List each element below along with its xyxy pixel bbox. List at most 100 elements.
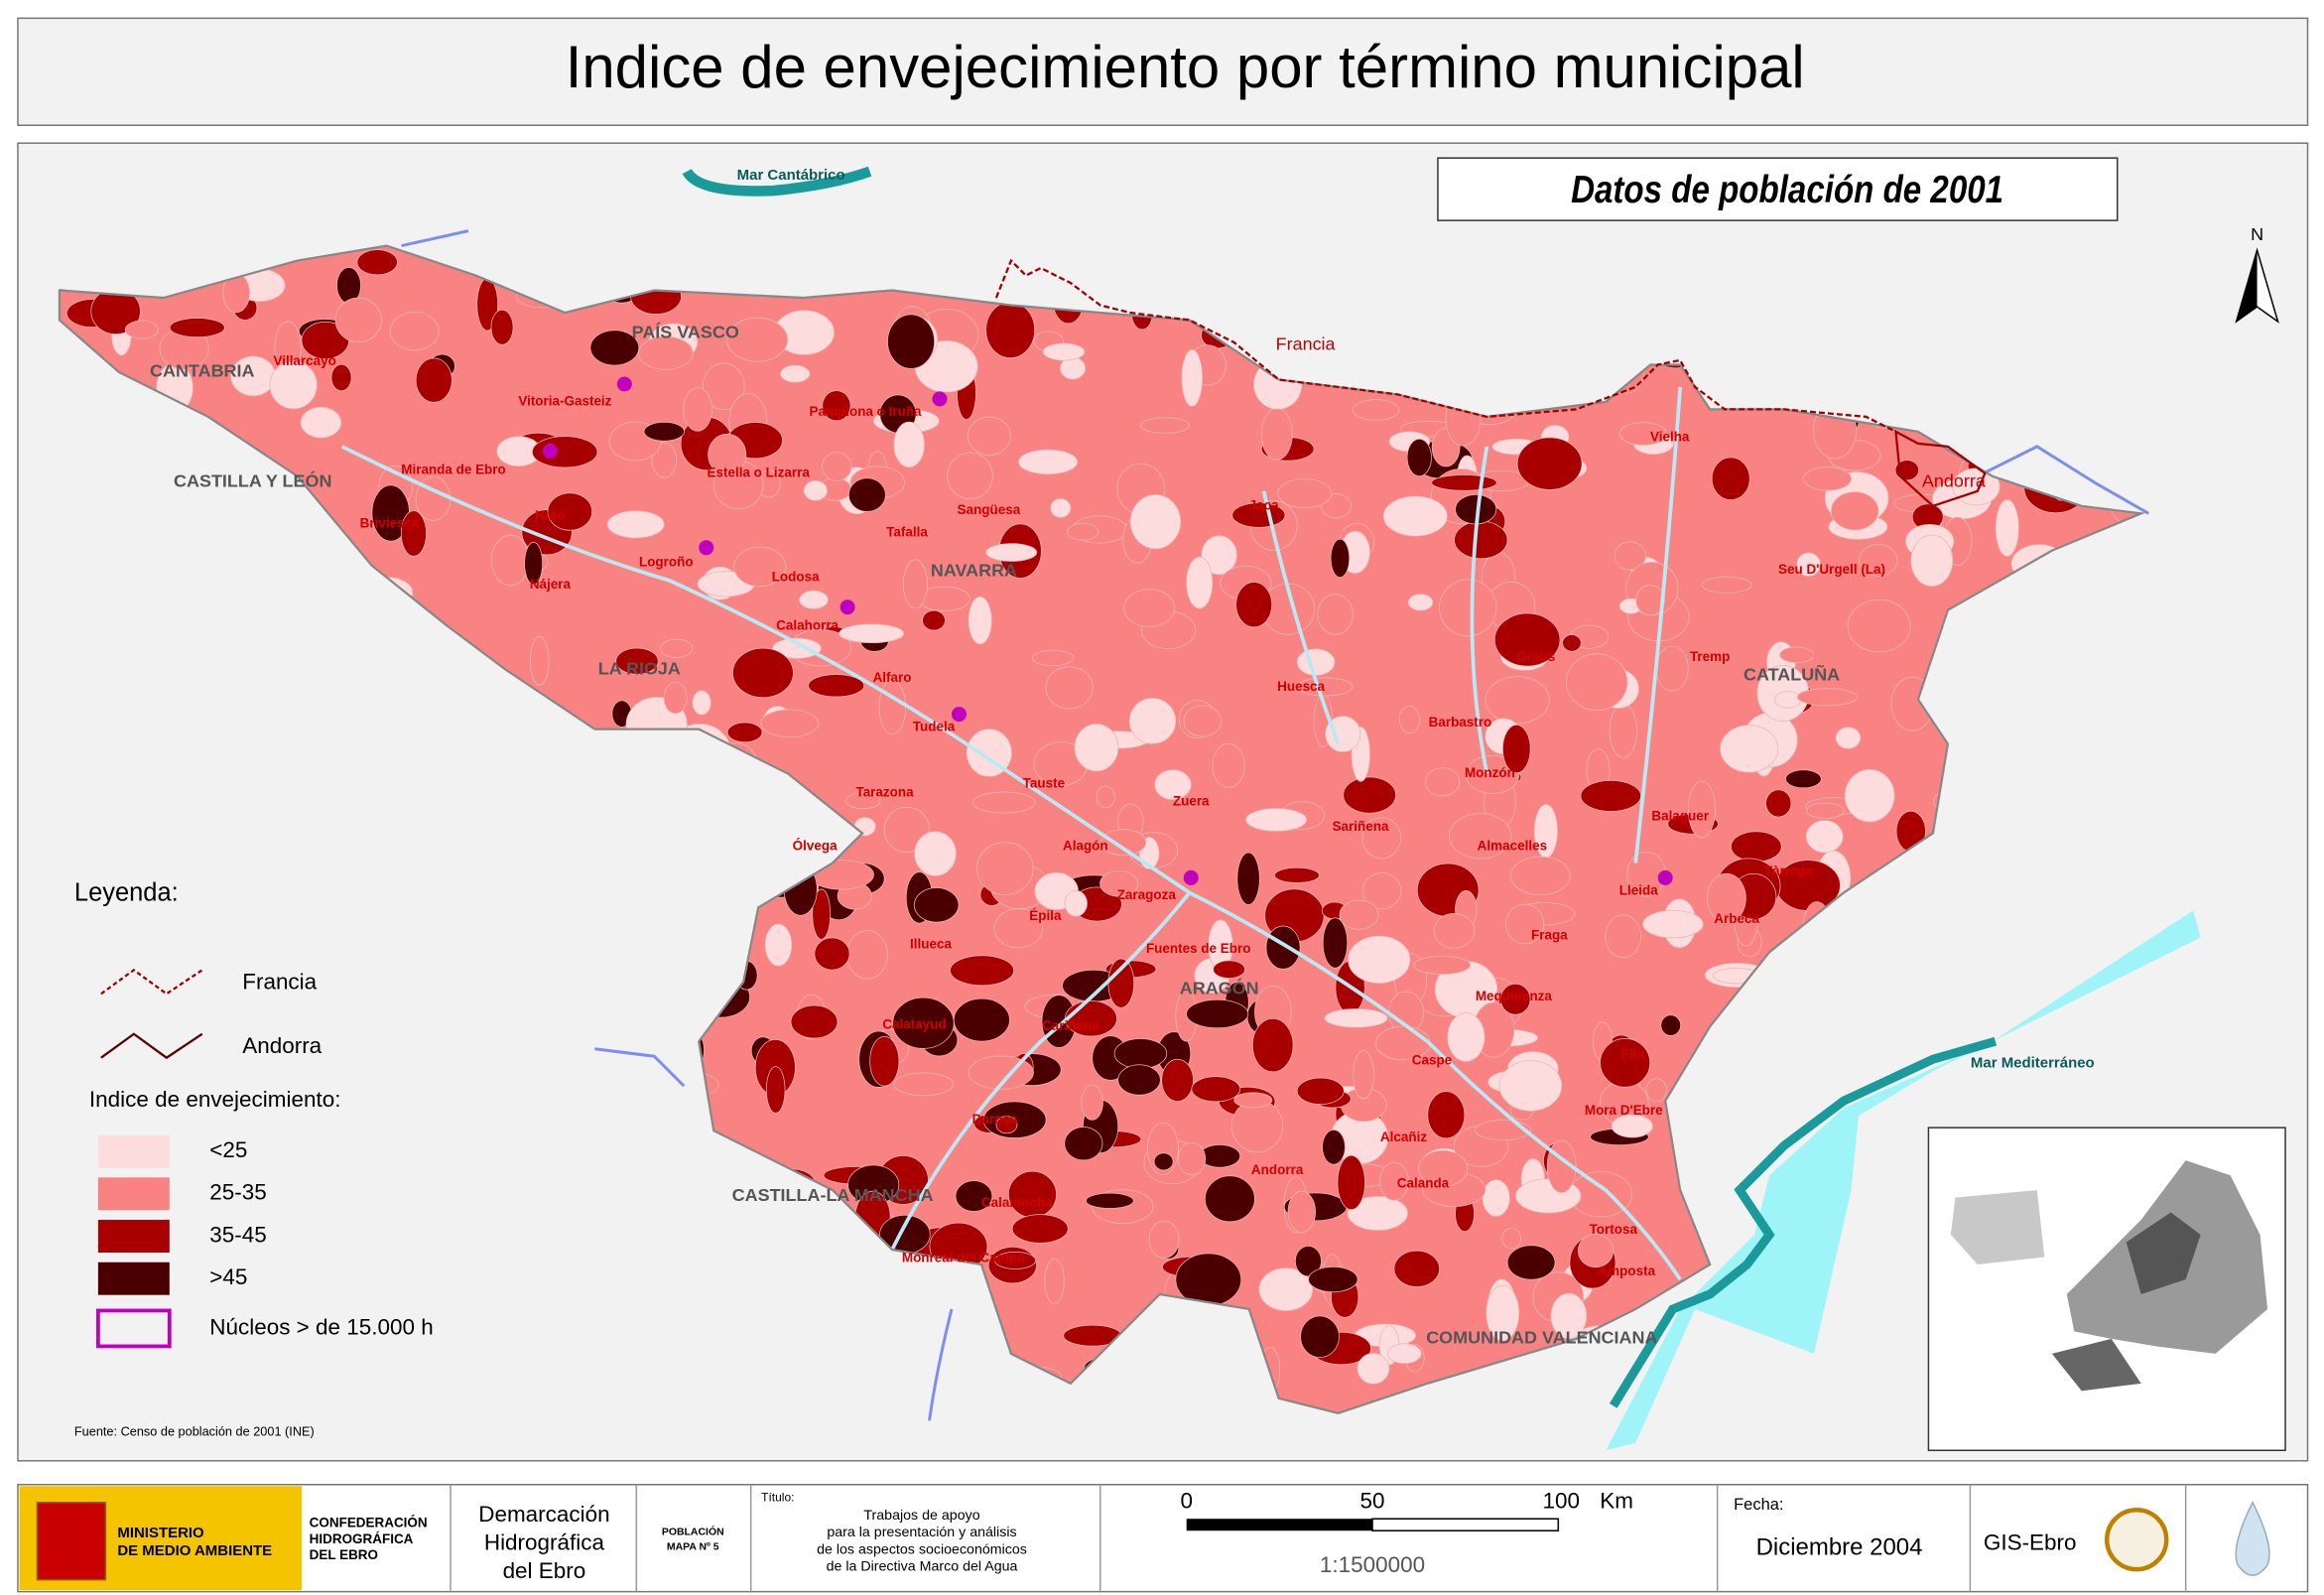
source: Fuente: Censo de población de 2001 (INE) — [74, 1424, 315, 1439]
town-label: Alcañiz — [1380, 1130, 1427, 1144]
municipality — [1330, 538, 1351, 579]
municipality — [356, 249, 398, 276]
municipality — [914, 831, 957, 876]
municipality — [1720, 725, 1779, 773]
town-label: Almacelles — [1478, 839, 1547, 854]
municipality — [812, 888, 832, 940]
legend-label: 35-45 — [209, 1222, 266, 1247]
footer-text: del Ebro — [503, 1558, 586, 1583]
municipality — [1153, 1152, 1174, 1171]
municipality — [1803, 466, 1853, 491]
municipality — [643, 421, 686, 442]
municipality — [1645, 1078, 1667, 1103]
municipality — [985, 543, 1038, 562]
municipality — [1181, 349, 1203, 407]
municipality — [1081, 1084, 1103, 1121]
municipality — [808, 674, 865, 698]
town-label: Sariñena — [1333, 819, 1389, 834]
footer-text: POBLACIÓN — [662, 1525, 724, 1537]
town-label: Graus — [1516, 649, 1555, 664]
footer-text: HIDROGRÁFICA — [310, 1531, 414, 1546]
municipality — [1233, 1092, 1273, 1109]
municipality — [1308, 1265, 1358, 1293]
municipality — [1611, 1114, 1653, 1138]
legend-subtitle: Indice de envejecimiento: — [89, 1087, 341, 1112]
region-label: CASTILLA-LA MANCHA — [732, 1185, 934, 1205]
town-label: Balaguer — [1651, 809, 1709, 824]
municipality — [1348, 935, 1411, 984]
municipality — [1096, 785, 1115, 809]
town-label: Miranda de Ebro — [401, 462, 506, 476]
rivers — [340, 386, 1683, 1281]
municipality — [1213, 960, 1245, 979]
legend-label: >45 — [209, 1264, 247, 1289]
scale-label: 50 — [1360, 1489, 1385, 1514]
municipality — [1482, 1179, 1510, 1217]
municipality — [1796, 552, 1821, 577]
municipality — [1701, 576, 1752, 594]
town-label: Alagón — [1063, 839, 1108, 854]
municipality — [922, 609, 946, 631]
municipality — [1347, 1195, 1408, 1231]
municipality — [733, 546, 787, 588]
legend-label: 25-35 — [209, 1180, 266, 1205]
municipality — [780, 364, 811, 383]
drop-logo — [2235, 1501, 2270, 1576]
municipality — [1186, 556, 1214, 609]
municipality — [1117, 1064, 1161, 1096]
municipality — [1393, 1250, 1440, 1287]
municipality — [1140, 417, 1190, 434]
municipality — [1129, 494, 1182, 550]
municipality — [1191, 1076, 1241, 1103]
municipality — [1439, 579, 1497, 637]
municipality — [1609, 704, 1638, 758]
municipality — [822, 390, 851, 422]
municipality — [1835, 727, 1862, 749]
municipality — [726, 722, 763, 743]
municipality — [1356, 1353, 1390, 1385]
municipality — [968, 416, 1011, 456]
town-label: Cariñena — [1042, 1018, 1099, 1033]
town-label: Calanda — [1397, 1176, 1450, 1191]
town-label: Barbastro — [1429, 715, 1492, 730]
town-label: Vitoria-Gasteiz — [518, 393, 611, 408]
footer-text: Demarcación — [478, 1502, 609, 1527]
municipality — [985, 301, 1036, 358]
municipality — [1910, 534, 1954, 587]
town-label: Andorra — [1251, 1162, 1304, 1177]
municipality — [1296, 677, 1354, 697]
town-label: Haro — [535, 508, 566, 523]
municipality — [764, 923, 793, 967]
municipality — [663, 682, 688, 715]
legend-swatch — [97, 1134, 170, 1168]
nucleus — [699, 540, 714, 556]
municipality — [1431, 474, 1497, 491]
municipality — [1201, 535, 1237, 576]
municipality — [1806, 802, 1845, 819]
municipality — [1566, 653, 1628, 712]
municipality — [334, 297, 382, 343]
town-label: Mora D'Ebre — [1585, 1103, 1663, 1118]
municipality — [547, 492, 593, 531]
municipality — [1235, 582, 1273, 628]
municipality — [269, 360, 318, 410]
town-label: Calamocha — [981, 1195, 1053, 1210]
north-label: N — [2251, 224, 2263, 244]
municipality — [1325, 716, 1361, 752]
municipality — [993, 908, 1044, 949]
municipality — [524, 541, 544, 586]
municipality — [878, 680, 907, 735]
town-label: Sangüesa — [958, 502, 1021, 517]
footer-text: MAPA Nº 5 — [667, 1541, 719, 1552]
town-label: Huesca — [1277, 679, 1325, 694]
municipality — [1064, 889, 1088, 917]
outer-rivers — [594, 1047, 954, 1421]
footer-dividers — [450, 1484, 2187, 1592]
scale-label: 0 — [1180, 1489, 1193, 1514]
region-label: NAVARRA — [931, 560, 1017, 580]
municipality — [330, 363, 352, 392]
municipality — [1245, 808, 1308, 832]
subtitle: Datos de población de 2001 — [1571, 167, 2003, 210]
municipality — [814, 937, 850, 971]
municipality — [887, 314, 935, 369]
